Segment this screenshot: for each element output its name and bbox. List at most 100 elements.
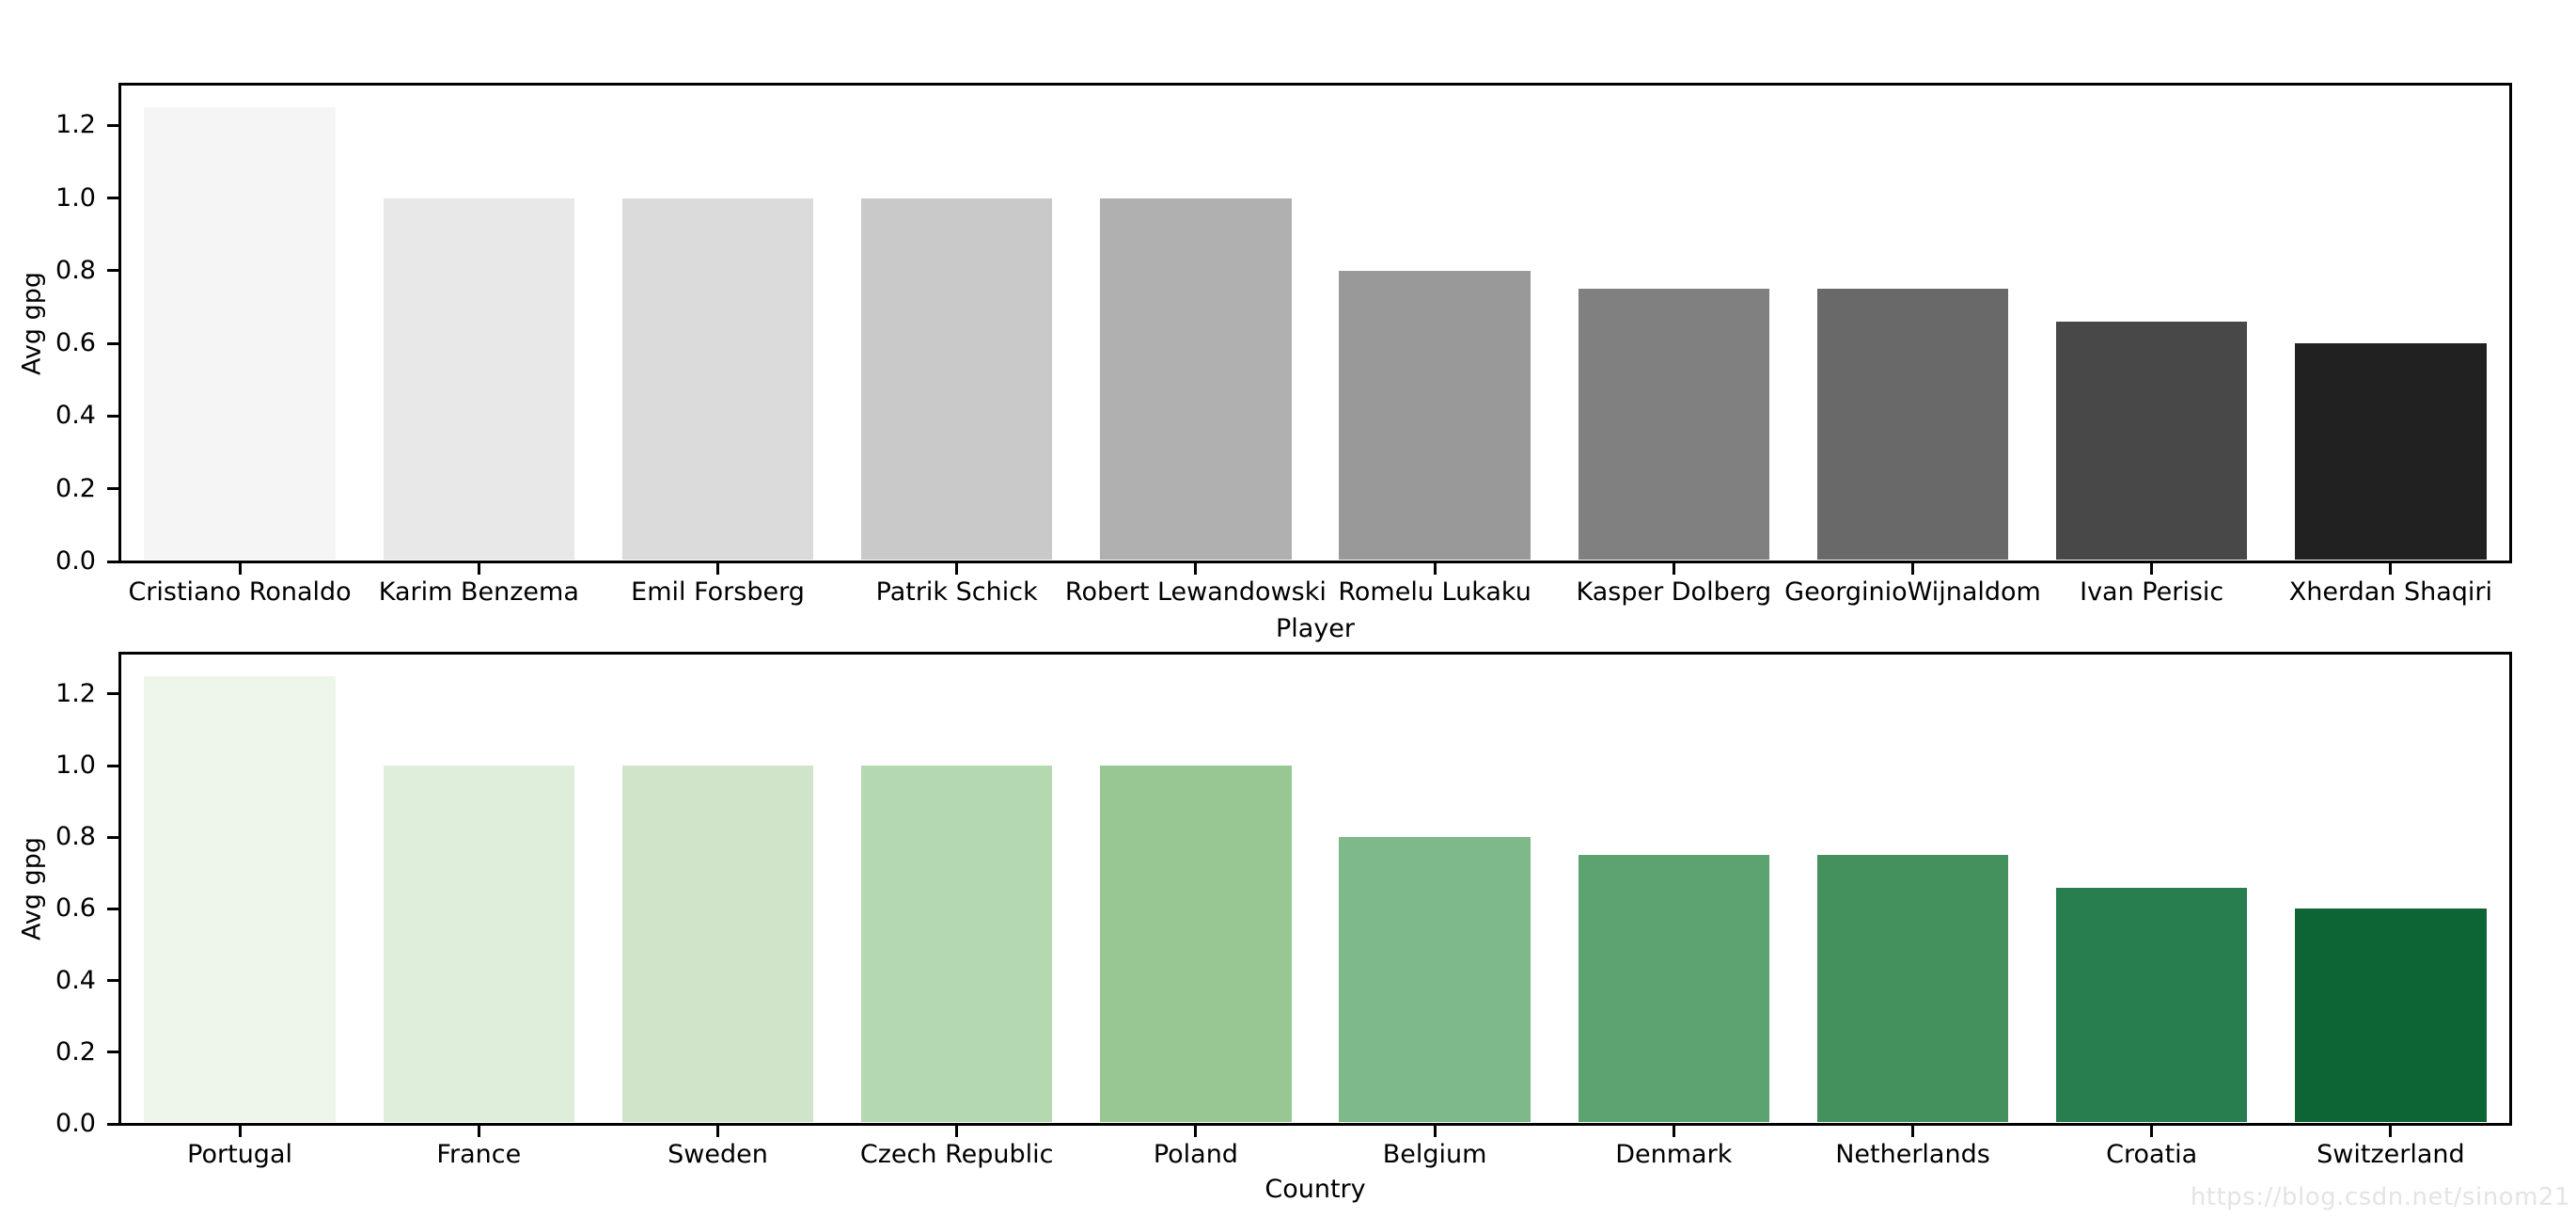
bar [1100, 766, 1292, 1122]
x-tick-label: Romelu Lukaku [1338, 577, 1531, 607]
x-tick [1433, 1126, 1437, 1137]
bar [383, 766, 574, 1122]
axis-spine [118, 652, 121, 1126]
x-tick-label: Portugal [187, 1140, 292, 1169]
bar [2295, 909, 2487, 1122]
y-tick [107, 341, 118, 345]
y-tick-label: 1.2 [55, 678, 96, 708]
x-tick [2150, 563, 2154, 575]
bar [383, 198, 574, 560]
y-tick-label: 0.6 [55, 328, 96, 358]
bar [2056, 887, 2248, 1122]
x-tick [1194, 1126, 1198, 1137]
axis-spine [118, 561, 2512, 563]
x-tick [2389, 1126, 2393, 1137]
y-tick [107, 414, 118, 418]
y-tick [107, 487, 118, 491]
x-tick-label: France [436, 1140, 522, 1169]
bar [621, 766, 814, 1122]
x-tick-label: Xherdan Shaqiri [2288, 577, 2493, 607]
y-tick [107, 692, 118, 696]
y-tick-label: 0.8 [55, 255, 96, 285]
y-tick [107, 1122, 118, 1126]
axis-spine [118, 652, 2512, 655]
x-axis-label-player: Player [1275, 614, 1356, 643]
x-tick-label: Karim Benzema [378, 577, 579, 607]
x-tick [477, 1126, 480, 1137]
y-tick [107, 269, 118, 273]
y-tick [107, 123, 118, 127]
x-tick [1433, 563, 1437, 575]
x-tick [1672, 1126, 1675, 1137]
x-tick [477, 563, 480, 575]
bar [1816, 855, 2009, 1122]
y-tick-label: 0.4 [55, 401, 96, 431]
x-axis-label-country: Country [1264, 1175, 1366, 1204]
x-tick-label: Robert Lewandowski [1064, 577, 1327, 607]
x-tick [955, 563, 959, 575]
bar [1578, 289, 1769, 560]
bar [144, 675, 336, 1122]
x-tick [1672, 563, 1675, 575]
y-tick [107, 835, 118, 839]
x-tick [238, 1126, 242, 1137]
x-tick-label: Denmark [1615, 1140, 1733, 1169]
axis-spine [118, 83, 2512, 86]
bar [861, 766, 1053, 1122]
x-tick [716, 1126, 719, 1137]
x-tick-label: Netherlands [1835, 1140, 1990, 1169]
axis-spine [118, 1123, 2512, 1126]
axis-spine [2509, 83, 2512, 563]
y-tick [107, 907, 118, 910]
x-tick-label: Belgium [1382, 1140, 1487, 1169]
y-tick-label: 0.0 [55, 546, 96, 576]
axis-spine [118, 83, 121, 563]
csdn-watermark: https://blog.csdn.net/sinom21 [2190, 1183, 2570, 1211]
x-tick [955, 1126, 959, 1137]
bar [621, 198, 814, 560]
x-tick-label: Emil Forsberg [631, 577, 805, 607]
y-tick-label: 1.2 [55, 110, 96, 140]
x-tick-label: Czech Republic [859, 1140, 1054, 1169]
x-tick [2389, 563, 2393, 575]
x-tick [1911, 1126, 1914, 1137]
y-tick-label: 1.0 [55, 751, 96, 781]
x-tick [238, 563, 242, 575]
bar [1100, 198, 1292, 560]
x-tick [2150, 1126, 2154, 1137]
bar [2056, 322, 2248, 560]
x-tick-label: Ivan Perisic [2080, 577, 2224, 607]
x-tick-label: Patrik Schick [875, 577, 1038, 607]
axis-spine [2509, 652, 2512, 1126]
x-tick-label: Croatia [2106, 1140, 2198, 1169]
x-tick [716, 563, 719, 575]
x-tick [1194, 563, 1198, 575]
x-tick-label: Sweden [668, 1140, 768, 1169]
y-tick [107, 197, 118, 200]
bar [1339, 837, 1531, 1122]
y-tick-label: 0.4 [55, 965, 96, 995]
bar [144, 107, 336, 560]
bar [1339, 270, 1531, 560]
y-tick [107, 560, 118, 563]
bar [1816, 289, 2009, 560]
bar [2295, 343, 2487, 560]
y-tick-label: 0.0 [55, 1109, 96, 1138]
x-tick [1911, 563, 1914, 575]
y-tick-label: 1.0 [55, 182, 96, 213]
bar [1578, 855, 1769, 1122]
x-tick-label: Kasper Dolberg [1576, 577, 1772, 607]
y-tick [107, 1051, 118, 1054]
y-tick [107, 764, 118, 767]
bar [861, 198, 1053, 560]
y-tick-label: 0.2 [55, 473, 96, 503]
x-tick-label: Cristiano Ronaldo [128, 577, 352, 607]
y-tick-label: 0.8 [55, 822, 96, 852]
x-tick-label: Switzerland [2317, 1140, 2465, 1169]
x-tick-label: GeorginioWijnaldom [1784, 577, 2041, 607]
x-tick-label: Poland [1153, 1140, 1238, 1169]
y-tick-label: 0.6 [55, 893, 96, 924]
